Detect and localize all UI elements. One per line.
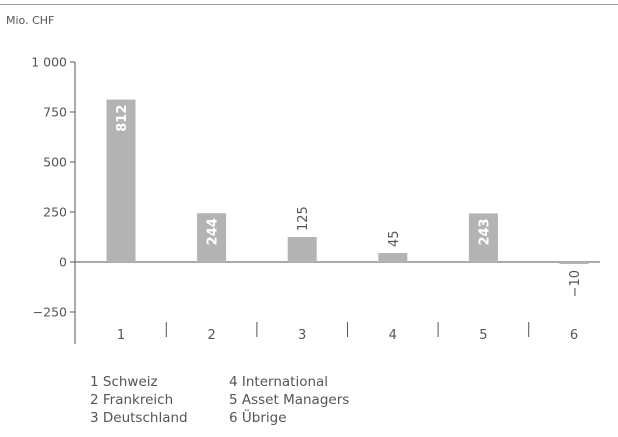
bar [197, 213, 227, 262]
y-tick-label: 500 [43, 155, 67, 170]
x-category-label: 6 [570, 328, 578, 343]
x-category-label: 1 [117, 328, 125, 343]
legend-item: 3 Deutschland [90, 410, 188, 426]
legend-item: 2 Frankreich [90, 392, 174, 408]
y-tick-label: 250 [43, 205, 67, 220]
bar-value-label: −10 [568, 270, 583, 297]
bar-value-label: 812 [115, 105, 130, 132]
legend-item: 4 International [229, 374, 329, 390]
y-tick-label: −250 [33, 305, 67, 320]
label-layer: 812 244 125 45 243 −10 [115, 105, 583, 298]
legend-item: 5 Asset Managers [229, 392, 350, 408]
x-category-label: 5 [479, 328, 487, 343]
bar-layer [106, 99, 589, 264]
bar-value-label: 244 [206, 218, 221, 245]
x-category-label: 2 [207, 328, 215, 343]
legend: 1 Schweiz 4 International 2 Frankreich 5… [90, 374, 429, 427]
legend-item: 6 Übrige [229, 410, 287, 426]
bar [287, 237, 317, 262]
y-tick-label: 0 [59, 255, 67, 270]
x-category-label: 3 [298, 328, 306, 343]
x-category-label: 4 [389, 328, 397, 343]
bar [559, 262, 589, 264]
bar [378, 253, 408, 262]
y-tick-label: 750 [43, 105, 67, 120]
bar [106, 99, 136, 262]
legend-item: 1 Schweiz [90, 374, 158, 390]
top-rule [0, 4, 618, 5]
bar-value-label: 45 [387, 230, 402, 247]
bar-value-label: 125 [296, 206, 311, 231]
unit-label: Mio. CHF [6, 14, 55, 27]
bar [468, 213, 498, 262]
bar-value-label: 243 [477, 218, 492, 245]
y-tick-label: 1 000 [31, 55, 67, 70]
